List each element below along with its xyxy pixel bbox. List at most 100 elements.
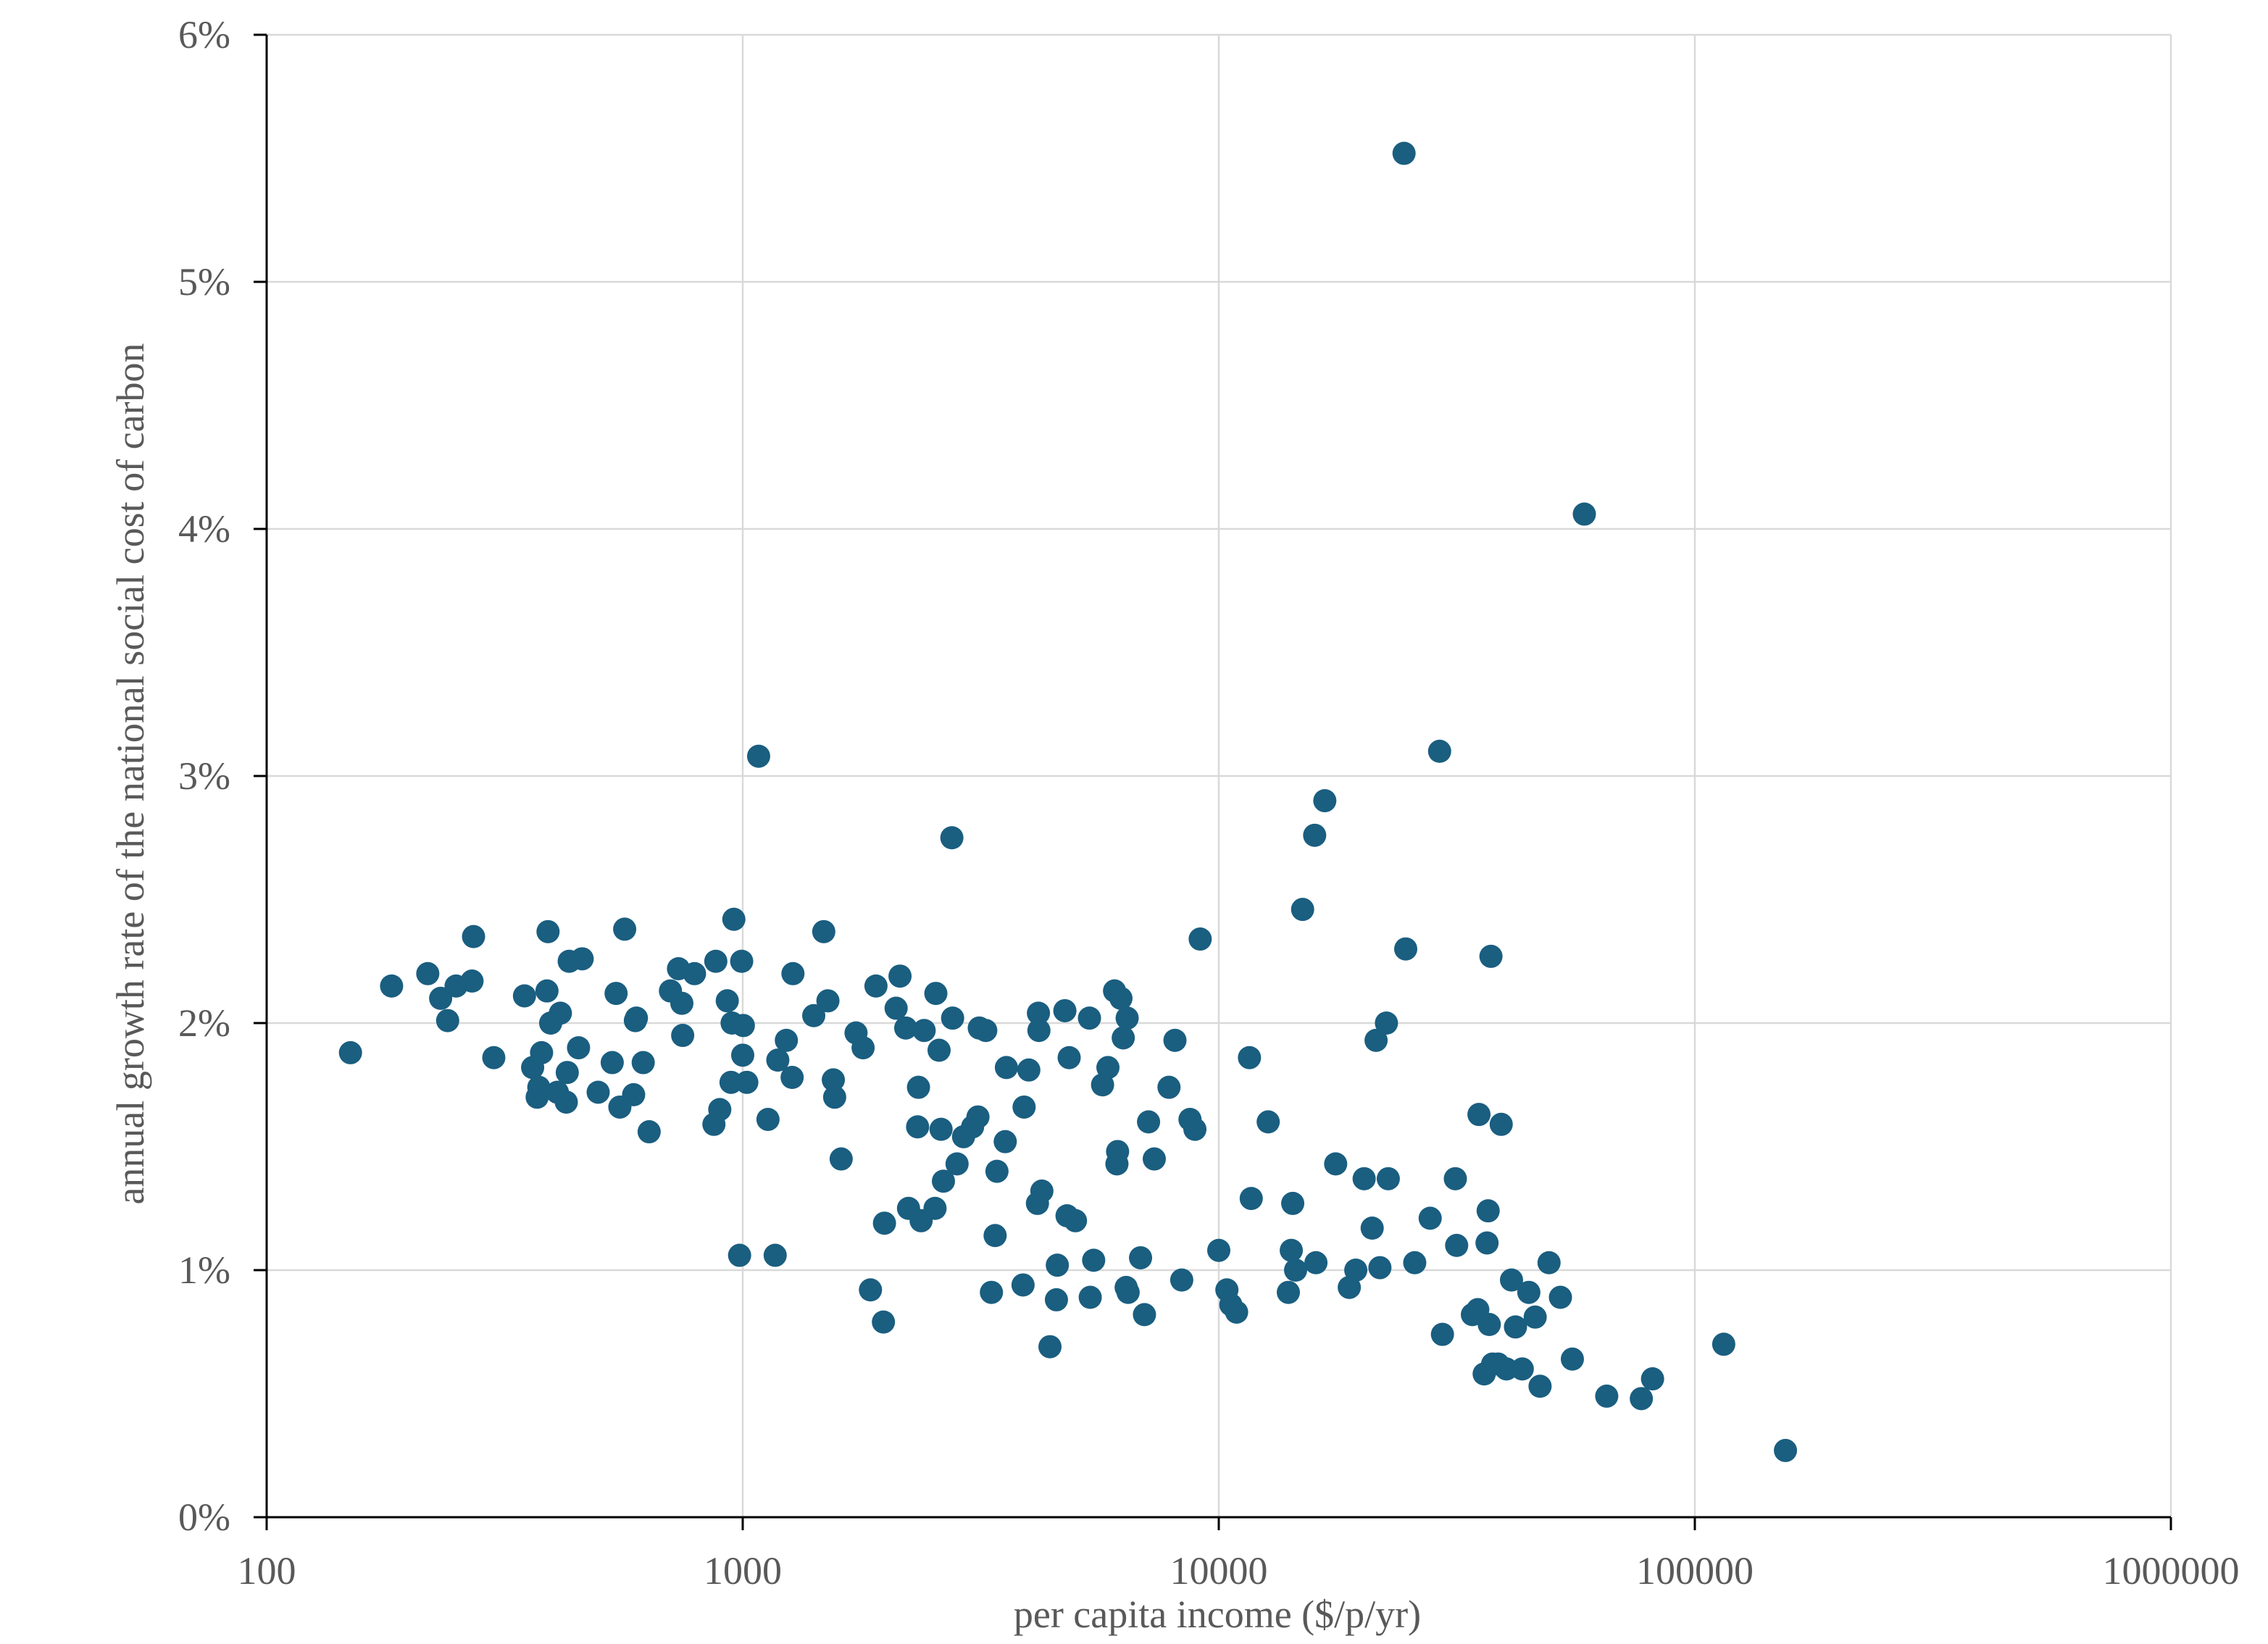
x-tick-label: 100000	[1636, 1549, 1754, 1593]
data-point	[1053, 998, 1077, 1022]
x-tick-label: 1000000	[2103, 1549, 2240, 1593]
data-point	[1225, 1300, 1248, 1324]
data-point	[1077, 1006, 1101, 1030]
data-point	[924, 982, 948, 1006]
data-point	[530, 1040, 554, 1064]
data-point	[1517, 1280, 1541, 1304]
data-point	[1392, 141, 1416, 165]
data-point	[1313, 789, 1337, 813]
data-point	[1064, 1209, 1088, 1232]
data-point	[1109, 986, 1133, 1010]
data-point	[1303, 823, 1327, 847]
data-point	[1183, 1117, 1207, 1141]
data-point	[1057, 1046, 1081, 1069]
data-point	[756, 1107, 780, 1131]
data-point	[549, 1001, 572, 1025]
y-tick-label: 0%	[178, 1495, 230, 1539]
y-tick-label: 2%	[178, 1001, 230, 1045]
data-point	[735, 1070, 759, 1094]
data-point	[906, 1115, 930, 1139]
data-point	[763, 1243, 787, 1267]
data-point	[1133, 1303, 1156, 1327]
data-point	[1017, 1058, 1041, 1082]
data-point	[380, 974, 404, 998]
data-point	[1011, 1273, 1035, 1297]
data-point	[1504, 1315, 1527, 1339]
data-point	[980, 1280, 1004, 1304]
data-point	[966, 1105, 990, 1129]
data-point	[859, 1278, 883, 1302]
data-point	[715, 989, 739, 1013]
data-point	[671, 1024, 695, 1048]
data-point	[570, 947, 594, 971]
data-point	[1027, 1001, 1051, 1025]
data-point	[884, 996, 908, 1020]
data-point	[683, 961, 706, 985]
data-point	[704, 949, 727, 973]
data-point	[1170, 1268, 1193, 1292]
data-point	[1163, 1028, 1187, 1052]
data-point	[822, 1068, 846, 1092]
data-point	[1475, 1231, 1499, 1255]
data-point	[622, 1082, 646, 1106]
data-point	[1188, 927, 1212, 951]
y-tick-label: 6%	[178, 13, 230, 57]
data-point	[893, 1016, 917, 1040]
data-point	[1284, 1259, 1308, 1282]
data-point	[746, 744, 770, 768]
data-point	[1368, 1256, 1392, 1280]
data-point	[983, 1224, 1007, 1248]
data-point	[1038, 1335, 1062, 1359]
data-point	[780, 1066, 804, 1090]
data-point	[1324, 1152, 1348, 1176]
data-point	[1394, 937, 1418, 961]
data-point	[555, 1061, 579, 1085]
y-axis-title: annual growth rate of the national socia…	[109, 343, 152, 1204]
x-axis-ticks: 100 1000 10000 100000 1000000	[238, 1517, 2240, 1593]
data-point	[1595, 1384, 1619, 1408]
x-tick-label: 10000	[1170, 1549, 1268, 1593]
data-point	[931, 1169, 955, 1193]
data-point	[1572, 502, 1596, 526]
data-point	[872, 1310, 896, 1334]
data-point	[1537, 1251, 1561, 1274]
data-point	[1476, 1199, 1500, 1223]
x-axis-title: per capita income ($/p/yr)	[1014, 1593, 1421, 1636]
y-axis-ticks: 0% 1% 2% 3% 4% 5% 6%	[178, 13, 267, 1539]
data-point	[1027, 1019, 1051, 1043]
data-point	[864, 974, 888, 998]
data-point	[1774, 1438, 1798, 1462]
data-point	[527, 1075, 551, 1099]
data-point	[974, 1019, 998, 1043]
data-point	[1418, 1206, 1442, 1230]
data-point	[1239, 1187, 1263, 1211]
data-point	[1281, 1191, 1305, 1215]
data-point	[1528, 1374, 1552, 1398]
data-point	[1445, 1233, 1469, 1257]
data-point	[1142, 1147, 1166, 1171]
data-point	[941, 1006, 964, 1030]
data-point	[1523, 1305, 1547, 1329]
data-point	[1012, 1095, 1036, 1119]
data-point	[567, 1036, 591, 1060]
data-point	[604, 982, 628, 1006]
data-point	[781, 961, 805, 985]
x-tick-label: 1000	[704, 1549, 782, 1593]
data-point	[512, 984, 536, 1008]
data-point	[1112, 1026, 1135, 1050]
y-tick-label: 5%	[178, 260, 230, 304]
data-point	[731, 1043, 754, 1067]
data-point	[1082, 1248, 1106, 1272]
data-point	[631, 1051, 655, 1075]
data-point	[906, 1075, 930, 1099]
data-point	[812, 919, 835, 943]
data-point	[731, 1014, 755, 1038]
gridlines	[267, 33, 2172, 1517]
data-point	[722, 907, 746, 931]
data-point	[1304, 1251, 1328, 1274]
data-point	[1030, 1179, 1054, 1203]
data-point	[1137, 1110, 1161, 1134]
data-point	[1238, 1046, 1262, 1069]
data-point	[912, 1019, 936, 1043]
